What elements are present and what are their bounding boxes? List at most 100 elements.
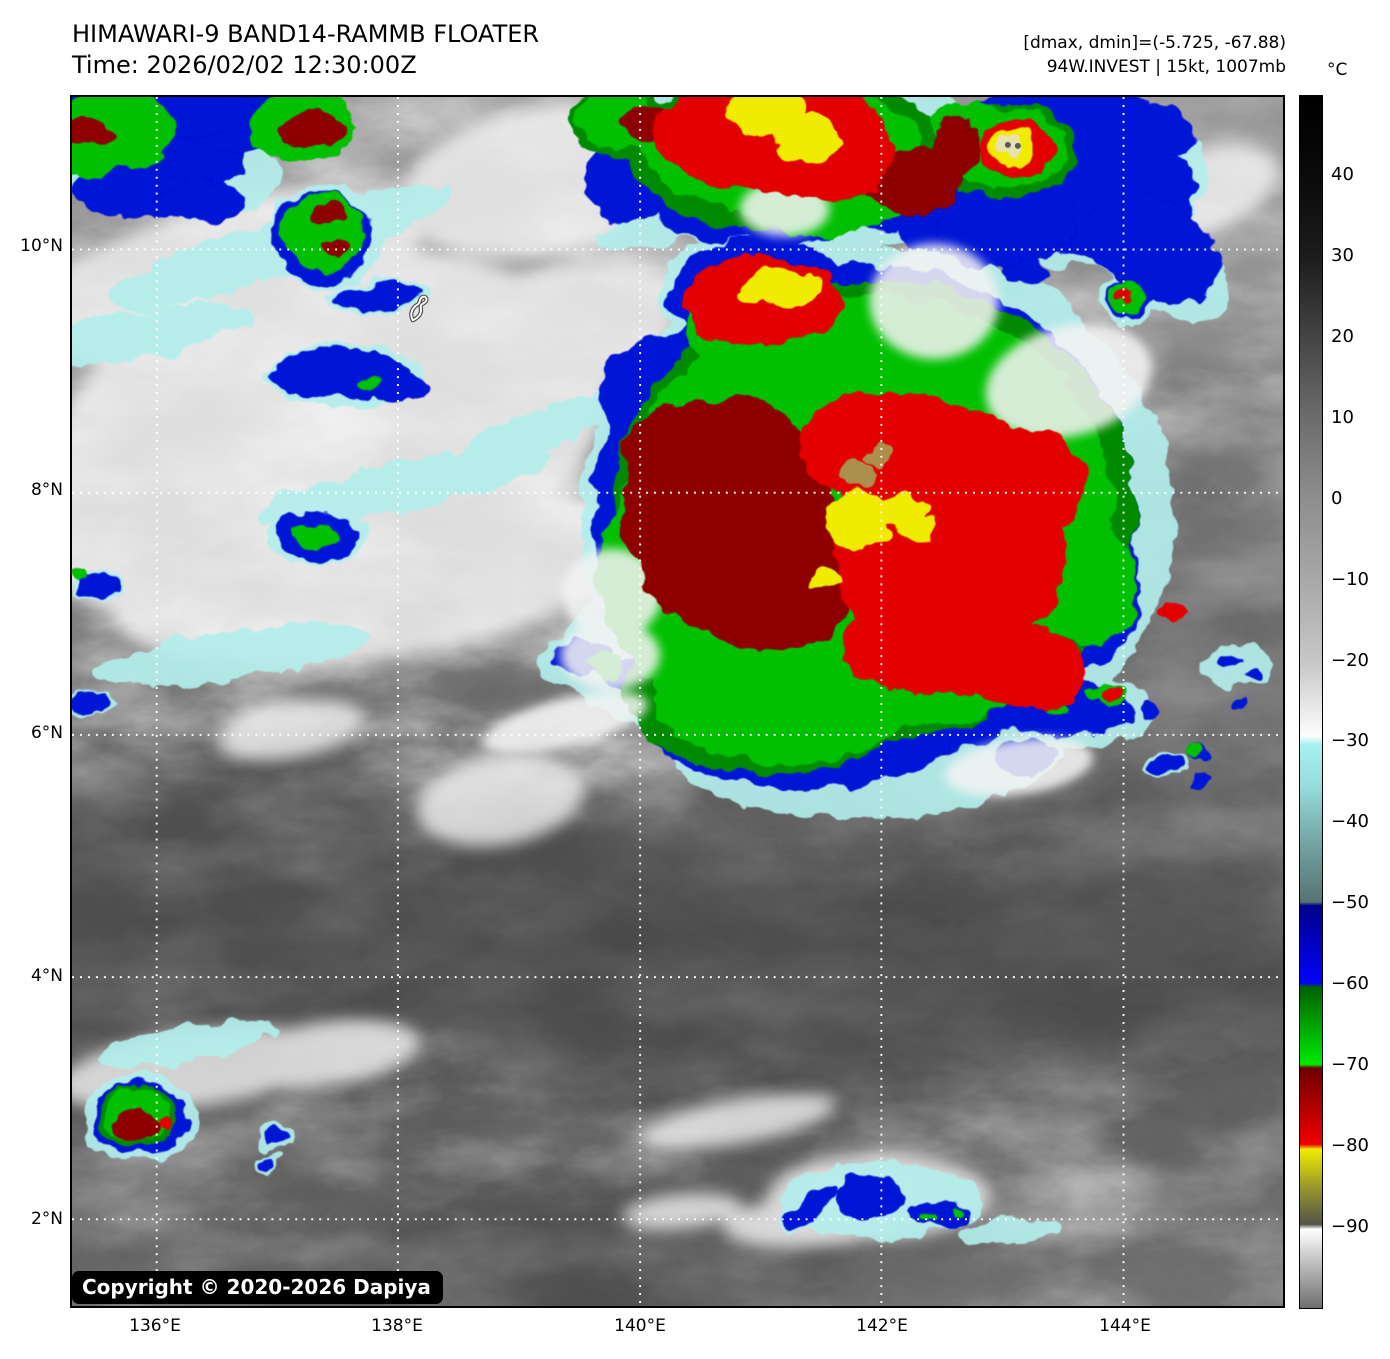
- colorbar-tick-label: 40: [1331, 163, 1354, 185]
- olive-patches-blob: [839, 460, 876, 489]
- lat-tick-label: 4°N: [30, 966, 63, 986]
- colorbar-tick-label: −10: [1331, 568, 1369, 590]
- blue-cold-tops-blob: [835, 1175, 904, 1222]
- yellow-overshoots: [726, 97, 1038, 590]
- green-cold-tops-blob: [1106, 285, 1147, 316]
- storm-info: 94W.INVEST | 15kt, 1007mb: [1046, 57, 1286, 77]
- blue-cold-tops-blob: [1146, 755, 1185, 774]
- colorbar-tick-label: 20: [1331, 325, 1354, 347]
- product-title: HIMAWARI-9 BAND14-RAMMB FLOATER: [72, 20, 540, 48]
- white-gaps-over-blob: [985, 323, 1152, 439]
- cyan-fringes-blob: [72, 304, 250, 369]
- lat-tick-label: 10°N: [20, 236, 63, 256]
- blue-cold-tops-blob: [373, 373, 433, 403]
- lat-tick-label: 6°N: [30, 723, 63, 743]
- colorbar-unit-label: °C: [1327, 60, 1348, 80]
- colorbar-tick-label: −50: [1331, 892, 1369, 914]
- darkred-cores-blob: [314, 202, 345, 225]
- blue-cold-tops-blob: [1245, 669, 1262, 682]
- white-gaps-over-blob: [560, 620, 661, 691]
- yellow-overshoots-blob: [810, 571, 843, 590]
- red-cores-blob: [1159, 601, 1188, 620]
- blue-cold-tops-blob: [908, 1201, 971, 1230]
- darkred-cores-blob: [72, 119, 117, 146]
- ir-enhancement-layer: [72, 97, 1283, 1306]
- blue-cold-tops-blob: [77, 574, 116, 597]
- dmax-dmin-readout: [dmax, dmin]=(-5.725, -67.88): [1023, 33, 1286, 53]
- red-cores-blob: [969, 630, 1089, 710]
- satellite-map-canvas: Copyright © 2020-2026 Dapiya: [70, 95, 1285, 1308]
- pale-core: [999, 135, 1026, 156]
- green-cold-tops-blob: [1186, 744, 1207, 761]
- blue-cold-tops-blob: [328, 282, 424, 310]
- darkred-cores-blob: [321, 239, 348, 258]
- green-cold-tops-blob: [359, 375, 383, 390]
- blue-cold-tops-blob: [260, 1125, 289, 1146]
- colorbar-tick-label: −40: [1331, 811, 1369, 833]
- pale-core-blob: [999, 135, 1026, 156]
- yellow-overshoots-blob: [894, 513, 937, 542]
- blue-cold-tops-blob: [1227, 696, 1244, 708]
- lon-tick-label: 142°E: [856, 1316, 908, 1336]
- lon-tick-label: 140°E: [614, 1316, 666, 1336]
- colorbar-tick-label: −20: [1331, 649, 1369, 671]
- colorbar-tick-label: 0: [1331, 487, 1343, 509]
- white-cloud-wisps-blob: [639, 1093, 837, 1150]
- red-cores-blob: [929, 425, 1089, 546]
- core-dots-blob: [1014, 142, 1021, 149]
- white-cloud-wisps-blob: [416, 753, 585, 847]
- storm-position-marker-icon: [410, 295, 428, 322]
- blue-cold-tops-blob: [1192, 771, 1211, 786]
- colorbar-tick-label: −30: [1331, 730, 1369, 752]
- darkred-cores-blob: [115, 1108, 158, 1139]
- shadow-washes-blob: [491, 872, 1048, 1116]
- cyan-fringes-blob: [93, 623, 370, 687]
- satellite-imagery: [72, 97, 1283, 1306]
- colorbar-tick-label: 30: [1331, 244, 1354, 266]
- cyan-fringes-blob: [1198, 643, 1275, 688]
- cyan-fringes-blob: [456, 387, 645, 465]
- white-cloud-wisps-blob: [232, 1019, 421, 1089]
- darkred-cores-blob: [679, 495, 860, 656]
- red-cores: [156, 97, 1188, 1133]
- colorbar-tick-label: −80: [1331, 1135, 1369, 1157]
- lon-tick-label: 144°E: [1099, 1316, 1151, 1336]
- red-cores-blob: [1115, 292, 1128, 301]
- lon-tick-label: 136°E: [129, 1316, 181, 1336]
- colorbar-tick-label: −60: [1331, 973, 1369, 995]
- darkred-cores-blob: [935, 114, 980, 175]
- cyan-fringes-blob: [254, 446, 548, 526]
- olive-patches: [839, 446, 890, 489]
- cyan-fringes-blob: [98, 1020, 276, 1068]
- colorbar-tick-label: −70: [1331, 1054, 1369, 1076]
- copyright-badge: Copyright © 2020-2026 Dapiya: [72, 1271, 443, 1304]
- blue-cold-tops-blob: [1142, 704, 1159, 719]
- temperature-colorbar: [1299, 95, 1323, 1309]
- product-time: Time: 2026/02/02 12:30:00Z: [72, 51, 417, 79]
- red-cores-blob: [1101, 685, 1122, 698]
- white-gaps-over-blob: [482, 691, 648, 754]
- storm-marker-layer: [409, 294, 429, 323]
- product-meta: [dmax, dmin]=(-5.725, -67.88) 94W.INVEST…: [1023, 31, 1286, 79]
- blue-cold-tops-blob: [257, 1156, 278, 1171]
- red-cores-blob: [156, 1120, 173, 1133]
- colorbar-tick-label: −90: [1331, 1216, 1369, 1238]
- cyan-fringes-blob: [959, 1215, 1059, 1245]
- lat-tick-label: 2°N: [30, 1209, 63, 1229]
- white-gaps-over-blob: [869, 243, 999, 360]
- blue-cold-tops-blob: [72, 693, 115, 713]
- lon-tick-label: 138°E: [371, 1316, 423, 1336]
- blue-cold-tops-blob: [1002, 263, 1051, 284]
- lat-tick-label: 8°N: [30, 480, 63, 500]
- blue-cold-tops-blob: [786, 1184, 837, 1229]
- blue-cold-tops-blob: [156, 181, 247, 222]
- olive-patches-blob: [865, 446, 890, 465]
- shadow-washes-blob: [919, 864, 1283, 1044]
- core-dots-blob: [1004, 141, 1011, 148]
- colorbar-tick-label: 10: [1331, 406, 1354, 428]
- yellow-overshoots-blob: [773, 113, 842, 164]
- blue-cold-tops-blob: [1218, 653, 1239, 668]
- white-cloud-wisps-blob: [622, 1192, 742, 1230]
- blue-cold-tops-blob: [1086, 193, 1221, 304]
